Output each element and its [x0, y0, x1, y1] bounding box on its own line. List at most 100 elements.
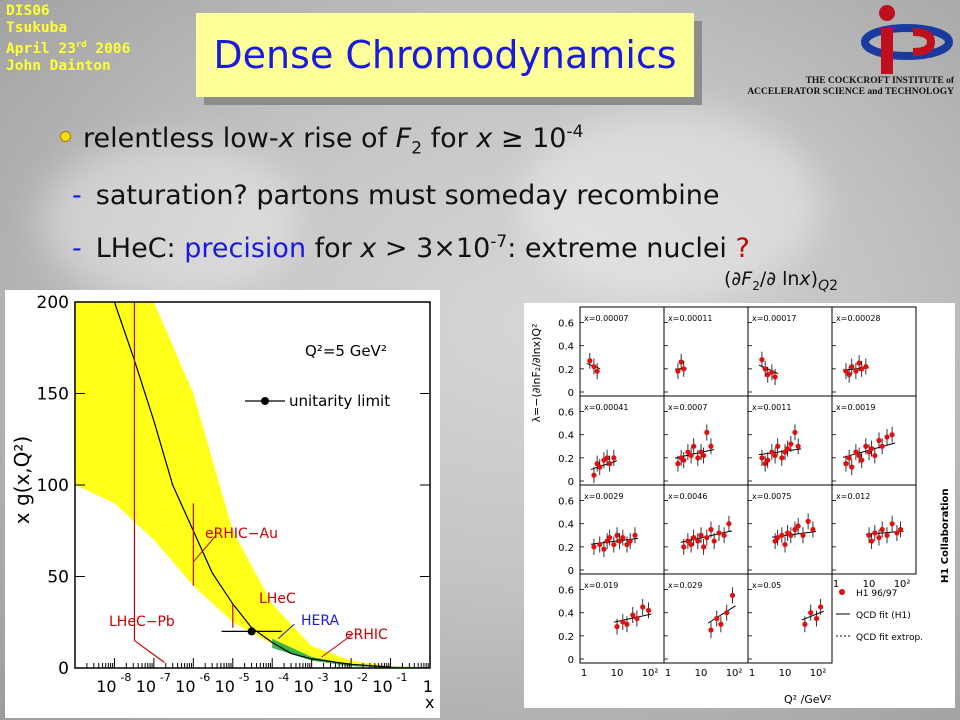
data-point [859, 457, 865, 463]
derivative-label: (∂F2/∂ lnx)Q2 [724, 268, 839, 294]
y-tick-label: 0.2 [558, 365, 574, 376]
legend-unitarity-limit: unitarity limit [289, 392, 390, 410]
data-point [876, 437, 882, 444]
x-tick-label: 10 [779, 668, 792, 679]
data-point [856, 360, 862, 366]
uncertainty-band [75, 302, 430, 668]
legend-fit: QCD fit (H1) [856, 611, 911, 621]
qcd-fit-line [707, 605, 736, 624]
data-point [792, 429, 798, 435]
data-point [884, 434, 890, 440]
y-tick-label: 50 [47, 568, 69, 588]
data-point [869, 446, 875, 452]
data-point [863, 363, 869, 370]
y-tick-label: 0.2 [558, 632, 574, 643]
y-tick-label: 0.6 [558, 319, 574, 330]
data-point [716, 530, 722, 536]
data-point [866, 532, 872, 538]
data-point [818, 604, 824, 610]
panel-label: x=0.00041 [584, 403, 629, 412]
erhic-au-pointer [192, 535, 216, 563]
data-point [704, 535, 710, 541]
label-erhic-au: eRHIC−Au [205, 526, 278, 542]
y-tick-label: 0.4 [558, 609, 574, 620]
data-point [795, 523, 801, 529]
data-point [863, 443, 869, 449]
y-tick-label: 0.6 [558, 586, 574, 597]
data-point [872, 452, 878, 459]
data-point [805, 518, 811, 524]
panel-label: x=0.00017 [752, 314, 797, 323]
erhic-pointer [321, 634, 352, 658]
y-axis-label: x g(x,Q²) [10, 436, 34, 524]
qcd-fit-line [801, 610, 824, 621]
panel-frame [831, 484, 917, 575]
data-point [846, 455, 852, 461]
data-point [634, 615, 640, 622]
data-point [645, 607, 652, 613]
data-point [681, 366, 687, 372]
data-point [782, 541, 788, 548]
data-point [889, 432, 895, 438]
data-point [795, 443, 801, 449]
panel-label: x=0.0046 [668, 492, 707, 501]
bullet-point-2: - saturation? partons must someday recomb… [72, 180, 720, 211]
data-point [607, 535, 613, 541]
data-point [724, 610, 730, 616]
data-point [849, 464, 855, 470]
data-point [889, 521, 895, 527]
x-tick-label-base: 10 [175, 677, 195, 696]
data-point [611, 541, 617, 548]
plot-frame [74, 301, 431, 669]
slide-title: Dense Chromodynamics [213, 33, 677, 77]
data-point [704, 429, 710, 435]
lhec-pb-pointer [134, 640, 165, 663]
panel-label: x=0.0019 [836, 403, 875, 412]
data-point [808, 610, 814, 616]
y-tick-label: 0.2 [558, 454, 574, 465]
x-tick-label-exp: -2 [357, 671, 368, 684]
data-point [601, 546, 607, 552]
conference-speaker: John Dainton [6, 57, 111, 74]
data-point [624, 541, 630, 548]
y-tick-label: 0 [568, 388, 574, 399]
data-point [675, 461, 681, 467]
panel-label: x=0.05 [752, 581, 781, 590]
x-tick-label-base: 10 [372, 677, 392, 696]
data-point [884, 532, 890, 538]
data-point [718, 621, 724, 627]
y-tick-label: 0 [58, 659, 69, 679]
y-tick-label: 0 [568, 655, 574, 666]
data-point [792, 526, 798, 533]
q2-annotation: Q²=5 GeV² [305, 342, 387, 360]
data-point [614, 532, 620, 538]
y-tick-label: 0.2 [558, 543, 574, 554]
conference-info: DIS06 Tsukuba April 23rd 2006 John Daint… [6, 3, 130, 75]
data-point [691, 535, 697, 541]
data-point [856, 452, 862, 459]
data-point [640, 604, 646, 610]
lambda-chart: x=0.00007 0 0.2 0.4 0.6 x=0.00011 x=0.00017 x=0… [524, 303, 955, 708]
data-point [779, 532, 785, 538]
data-point [698, 532, 704, 538]
data-point [872, 530, 878, 536]
data-point [701, 452, 707, 459]
panel-label: x=0.012 [836, 492, 870, 501]
data-point [607, 461, 613, 467]
data-point [711, 538, 717, 544]
panel-frame [747, 573, 833, 664]
data-point [849, 363, 855, 370]
data-point [678, 359, 684, 365]
data-point [630, 612, 636, 618]
data-point [708, 526, 714, 533]
data-point [843, 461, 849, 467]
legend-h1: H1 96/97 [856, 589, 897, 599]
y-tick-label: 0.6 [558, 497, 574, 508]
data-point [772, 452, 778, 459]
y-tick-label: 0.4 [558, 431, 574, 442]
data-point [721, 532, 727, 538]
x-tick-label-exp: -6 [199, 671, 210, 684]
x-axis-label: Q² /GeV² [784, 693, 832, 706]
data-point [604, 455, 610, 461]
data-point [813, 615, 820, 622]
